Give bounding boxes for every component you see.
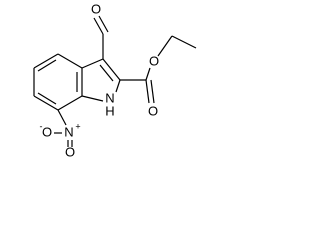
atom-label: N: [64, 124, 73, 139]
molecule-diagram: O O O N H N + O - O: [33, 1, 197, 159]
atom-label: O: [65, 144, 75, 159]
atom-label: O: [91, 1, 101, 16]
atom-label: O: [42, 124, 52, 139]
atom-label: O: [148, 103, 158, 118]
bonds: [33, 15, 197, 147]
atom-labels: O O O N H N + O - O: [40, 1, 160, 159]
atom-charge: +: [75, 121, 80, 131]
atom-label: O: [149, 53, 159, 68]
atom-charge: -: [40, 121, 43, 131]
atom-label: N: [105, 90, 114, 105]
atom-label: H: [105, 103, 114, 118]
